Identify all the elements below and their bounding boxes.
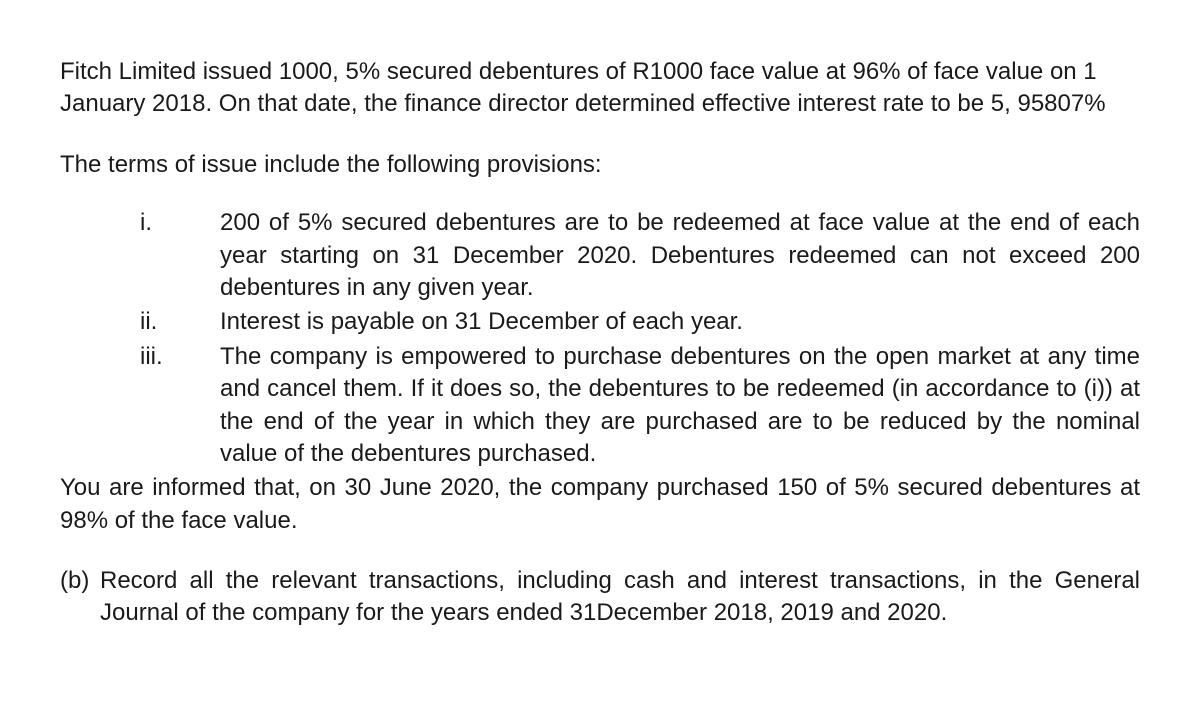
provision-label: i. (120, 207, 220, 304)
provision-text: 200 of 5% secured debentures are to be r… (220, 207, 1140, 304)
provision-label: iii. (120, 341, 220, 471)
provision-label: ii. (120, 306, 220, 338)
provision-text: Interest is payable on 31 December of ea… (220, 306, 1140, 338)
question-b: (b) Record all the relevant transactions… (60, 565, 1140, 630)
provisions-list: i. 200 of 5% secured debentures are to b… (120, 207, 1140, 470)
provision-item: iii. The company is empowered to purchas… (120, 341, 1140, 471)
terms-heading: The terms of issue include the following… (60, 149, 1140, 181)
provision-item: ii. Interest is payable on 31 December o… (120, 306, 1140, 338)
informed-paragraph: You are informed that, on 30 June 2020, … (60, 472, 1140, 537)
intro-paragraph: Fitch Limited issued 1000, 5% secured de… (60, 56, 1140, 121)
question-b-label: (b) (60, 565, 100, 630)
provision-item: i. 200 of 5% secured debentures are to b… (120, 207, 1140, 304)
provision-text: The company is empowered to purchase deb… (220, 341, 1140, 471)
question-b-text: Record all the relevant transactions, in… (100, 565, 1140, 630)
